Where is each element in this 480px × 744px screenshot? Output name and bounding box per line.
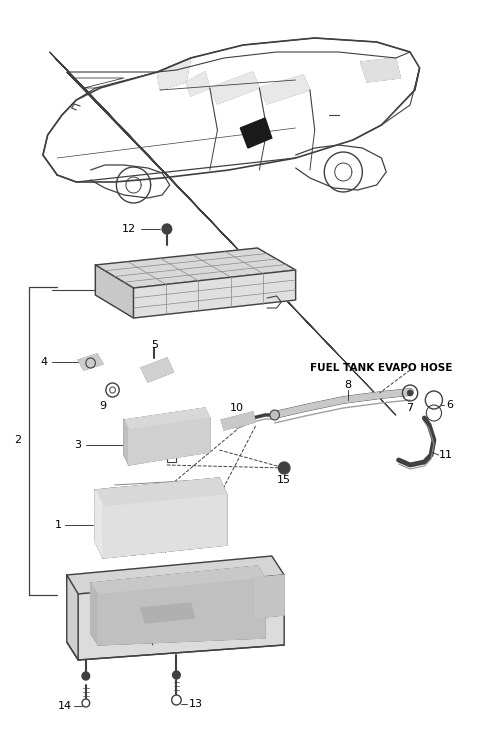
Circle shape (172, 695, 181, 705)
Polygon shape (141, 358, 174, 382)
Text: 6: 6 (446, 400, 453, 410)
Text: 3: 3 (74, 440, 81, 450)
Polygon shape (157, 58, 191, 90)
Polygon shape (255, 575, 284, 618)
Polygon shape (91, 583, 98, 645)
Text: 5: 5 (151, 340, 158, 350)
Polygon shape (360, 58, 400, 82)
Text: 1: 1 (55, 520, 62, 530)
Polygon shape (129, 418, 210, 465)
Polygon shape (96, 265, 133, 318)
Polygon shape (91, 566, 265, 595)
Polygon shape (78, 354, 103, 370)
Circle shape (270, 410, 279, 420)
Polygon shape (78, 575, 284, 660)
Text: 4: 4 (40, 357, 48, 367)
Polygon shape (67, 556, 284, 594)
Polygon shape (259, 75, 310, 104)
Circle shape (278, 462, 290, 474)
Polygon shape (96, 490, 103, 558)
Polygon shape (221, 412, 255, 430)
Text: 11: 11 (439, 450, 453, 460)
Text: 13: 13 (189, 699, 203, 709)
Polygon shape (103, 495, 227, 558)
Circle shape (173, 671, 180, 679)
Polygon shape (186, 72, 210, 96)
Text: 7: 7 (407, 403, 414, 413)
Polygon shape (210, 72, 259, 104)
Polygon shape (96, 478, 227, 507)
Polygon shape (133, 270, 296, 318)
Circle shape (82, 672, 90, 680)
Polygon shape (67, 575, 78, 660)
Polygon shape (98, 578, 265, 645)
Text: 2: 2 (14, 435, 21, 445)
Text: 10: 10 (229, 403, 243, 413)
Text: 8: 8 (345, 380, 352, 390)
Polygon shape (240, 118, 272, 148)
Text: 15: 15 (277, 475, 291, 485)
Polygon shape (141, 603, 194, 623)
Polygon shape (124, 420, 129, 465)
Circle shape (162, 224, 172, 234)
Text: 9: 9 (99, 401, 107, 411)
Circle shape (407, 390, 413, 396)
Polygon shape (124, 408, 210, 430)
Polygon shape (96, 248, 296, 288)
Text: 14: 14 (58, 701, 72, 711)
Text: FUEL TANK EVAPO HOSE: FUEL TANK EVAPO HOSE (310, 363, 452, 373)
Circle shape (82, 699, 90, 707)
Text: 12: 12 (122, 224, 136, 234)
